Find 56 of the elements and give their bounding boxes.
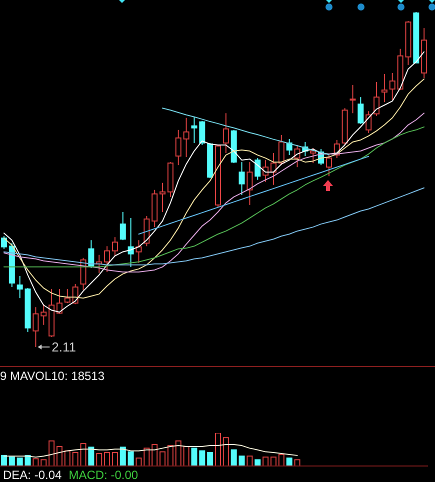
candlestick	[389, 72, 396, 101]
candlestick	[238, 162, 245, 196]
candlestick	[246, 162, 253, 206]
text: DEA: -0.04	[3, 468, 62, 482]
candlestick	[104, 246, 110, 272]
candlestick	[32, 306, 39, 347]
bar	[270, 456, 276, 466]
bar	[294, 459, 300, 466]
bar	[262, 456, 269, 466]
bar	[222, 437, 229, 466]
annotation: 2.11	[52, 340, 76, 354]
bar	[152, 444, 158, 466]
bar	[64, 450, 70, 466]
bar	[230, 449, 237, 466]
bar	[56, 446, 62, 466]
bar	[96, 452, 102, 466]
bar	[88, 446, 94, 466]
bar	[104, 452, 110, 466]
bar	[32, 458, 39, 466]
candlestick	[381, 73, 388, 103]
text: MACD: -0.00	[68, 468, 138, 482]
candlestick	[183, 117, 190, 158]
bar	[48, 440, 55, 466]
bar	[254, 459, 261, 466]
bar	[183, 446, 190, 466]
candlestick	[136, 240, 142, 264]
bar	[167, 445, 174, 466]
candlestick	[222, 112, 229, 154]
bar	[207, 452, 214, 466]
bar	[8, 456, 15, 466]
bar	[80, 443, 86, 466]
bar	[40, 459, 47, 466]
candlestick	[175, 129, 182, 166]
bar	[144, 448, 150, 466]
bar	[278, 454, 284, 466]
bar	[238, 456, 245, 466]
bar	[246, 456, 253, 466]
bar	[136, 458, 142, 466]
bar	[72, 452, 78, 466]
candlestick	[16, 275, 23, 299]
bar	[112, 452, 118, 466]
candlestick	[160, 182, 166, 212]
candlestick	[421, 28, 428, 78]
bar	[199, 450, 206, 466]
bar	[175, 440, 182, 466]
bar	[128, 451, 134, 466]
bar	[1, 454, 7, 466]
bar	[191, 448, 198, 466]
candlestick	[191, 116, 198, 144]
bar	[120, 446, 126, 466]
text: 9 MAVOL10: 18513	[0, 369, 105, 383]
candlestick	[350, 84, 356, 114]
bar	[160, 451, 166, 466]
bar	[286, 458, 292, 466]
bar	[16, 458, 23, 466]
bar	[215, 433, 221, 466]
